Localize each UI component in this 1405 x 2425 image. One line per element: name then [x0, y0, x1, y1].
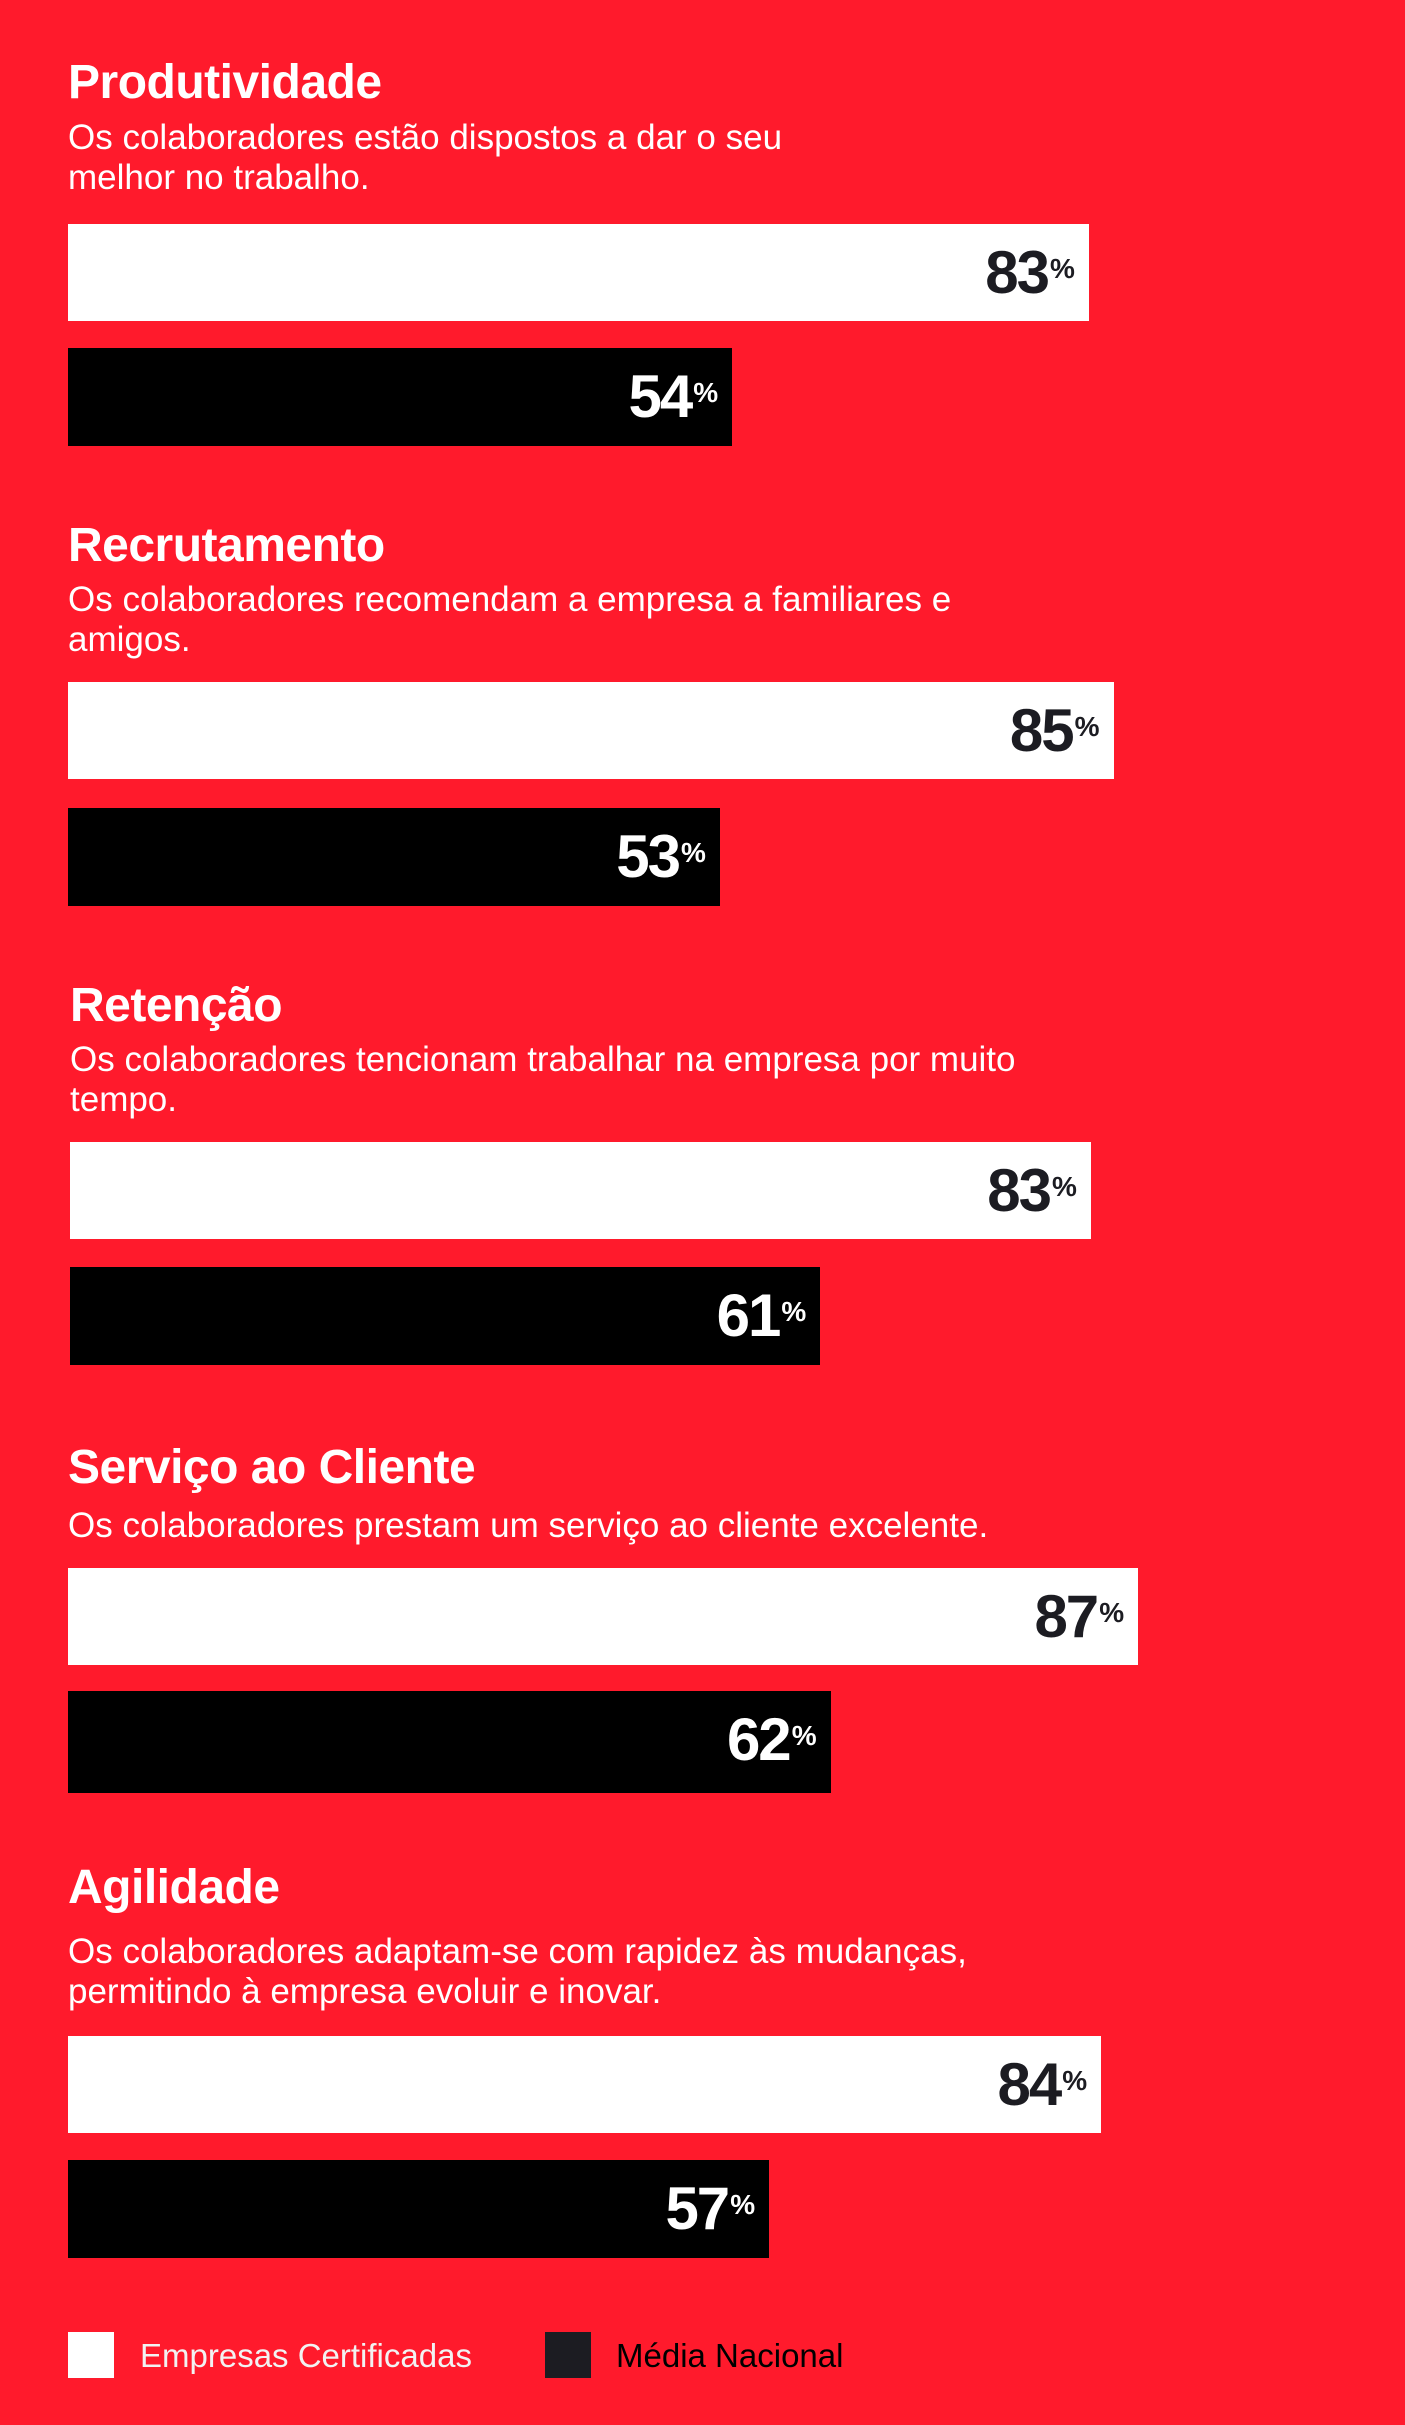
bar-certified: 83% [70, 1142, 1091, 1239]
bar-national: 62% [68, 1691, 831, 1793]
value-number: 83 [985, 239, 1050, 306]
bar-value-national: 61% [717, 1281, 807, 1351]
value-number: 61 [716, 1282, 782, 1349]
bar-value-certified: 85% [1010, 696, 1100, 766]
category-title: Produtividade [68, 56, 382, 109]
bar-national: 53% [68, 808, 720, 906]
bar-value-national: 62% [727, 1705, 817, 1775]
bar-certified: 87% [68, 1568, 1139, 1665]
bar-certified: 84% [68, 2036, 1102, 2133]
bar-national: 54% [68, 348, 733, 446]
bar-value-national: 57% [665, 2174, 755, 2244]
bar-national: 57% [68, 2160, 770, 2258]
percent-sign: % [693, 377, 719, 408]
percent-sign: % [1049, 253, 1075, 284]
value-number: 87 [1034, 1583, 1099, 1650]
bar-certified: 85% [68, 682, 1114, 779]
percent-sign: % [791, 1720, 817, 1751]
legend-swatch-national [545, 2332, 591, 2378]
value-number: 83 [987, 1157, 1052, 1224]
percent-sign: % [680, 837, 706, 868]
bar-value-certified: 83% [985, 238, 1075, 308]
percent-sign: % [781, 1296, 807, 1327]
value-number: 57 [665, 2175, 730, 2242]
percent-sign: % [1099, 1597, 1125, 1628]
value-number: 62 [726, 1706, 792, 1773]
category-title: Agilidade [68, 1861, 280, 1914]
value-number: 84 [997, 2051, 1063, 2118]
bar-value-national: 54% [629, 362, 719, 432]
legend-label-national: Média Nacional [616, 2337, 844, 2374]
category-title: Serviço ao Cliente [68, 1441, 476, 1494]
bar-value-national: 53% [616, 822, 706, 892]
bar-value-certified: 84% [998, 2050, 1088, 2120]
category-subtitle: Os colaboradores recomendam a empresa a … [68, 580, 952, 659]
category-title: Retenção [70, 979, 283, 1032]
category-subtitle: Os colaboradores prestam um serviço ao c… [68, 1506, 989, 1545]
value-number: 54 [628, 363, 694, 430]
bar-certified: 83% [68, 224, 1089, 321]
legend-label-certified: Empresas Certificadas [140, 2337, 472, 2374]
value-number: 53 [616, 823, 681, 890]
category-title: Recrutamento [68, 519, 385, 572]
value-number: 85 [1009, 697, 1075, 764]
bar-value-certified: 83% [987, 1156, 1077, 1226]
category-subtitle: Os colaboradores tencionam trabalhar na … [70, 1040, 1016, 1119]
percent-sign: % [1062, 2065, 1088, 2096]
category-subtitle: Os colaboradores adaptam-se com rapidez … [68, 1932, 967, 2011]
category-subtitle: Os colaboradores estão dispostos a dar o… [68, 118, 783, 197]
percent-sign: % [1051, 1171, 1077, 1202]
percent-sign: % [1074, 711, 1100, 742]
legend-swatch-certified [68, 2332, 114, 2378]
percent-sign: % [730, 2189, 756, 2220]
bar-value-certified: 87% [1034, 1582, 1124, 1652]
bar-national: 61% [70, 1267, 821, 1365]
